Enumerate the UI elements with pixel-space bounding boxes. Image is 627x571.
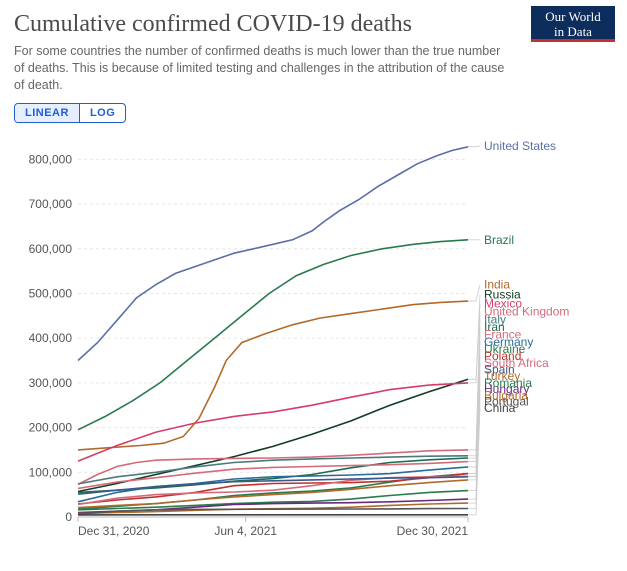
svg-text:500,000: 500,000 (29, 287, 73, 301)
svg-text:0: 0 (65, 510, 72, 524)
owid-badge: Our World in Data (531, 6, 615, 42)
chart-plot-area: 0 100,000 200,000 300,000 400,000 500,000 600,… (14, 129, 613, 549)
series-label[interactable]: United States (484, 139, 556, 153)
series-label[interactable]: Brazil (484, 233, 514, 247)
series-line (78, 383, 468, 461)
chart-container: Our World in Data Cumulative confirmed C… (0, 0, 627, 571)
svg-text:800,000: 800,000 (29, 153, 73, 167)
chart-title: Cumulative confirmed COVID-19 deaths (14, 10, 513, 39)
svg-text:400,000: 400,000 (29, 332, 73, 346)
svg-text:600,000: 600,000 (29, 242, 73, 256)
scale-log-button[interactable]: LOG (80, 104, 125, 122)
svg-text:Dec 30, 2021: Dec 30, 2021 (397, 524, 469, 538)
series-line (78, 147, 468, 361)
svg-text:200,000: 200,000 (29, 421, 73, 435)
badge-line2: in Data (531, 24, 615, 39)
svg-text:Jun 4, 2021: Jun 4, 2021 (214, 524, 277, 538)
series-line (78, 240, 468, 430)
series-line (78, 509, 468, 514)
scale-linear-button[interactable]: LINEAR (15, 104, 79, 122)
series-label[interactable]: China (484, 401, 516, 415)
badge-line1: Our World (531, 9, 615, 24)
svg-text:700,000: 700,000 (29, 197, 73, 211)
svg-text:100,000: 100,000 (29, 466, 73, 480)
scale-toggle: LINEAR LOG (14, 103, 126, 123)
chart-subtitle: For some countries the number of confirm… (14, 43, 513, 94)
chart-svg: 0 100,000 200,000 300,000 400,000 500,000 600,… (14, 129, 613, 549)
svg-text:Dec 31, 2020: Dec 31, 2020 (78, 524, 150, 538)
svg-text:300,000: 300,000 (29, 376, 73, 390)
